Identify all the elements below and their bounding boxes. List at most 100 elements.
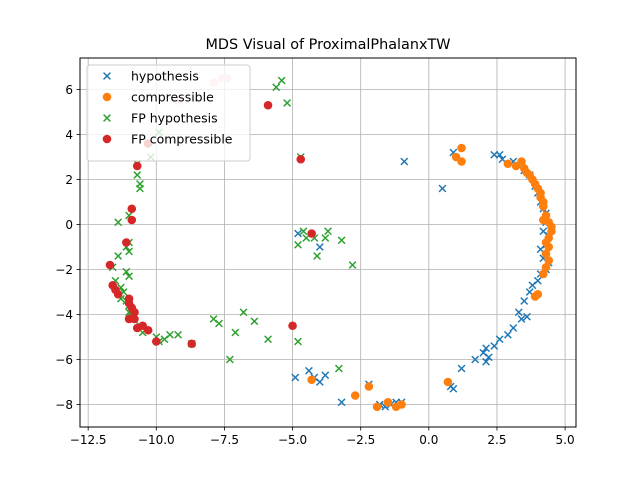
legend-label: compressible xyxy=(131,90,214,105)
fp-hypothesis-point xyxy=(348,261,357,269)
hypothesis-point xyxy=(484,353,493,362)
legend-marker xyxy=(102,92,112,102)
fp-compressible-point xyxy=(143,325,153,335)
fp-compressible-point xyxy=(127,215,137,225)
hypothesis-point xyxy=(482,357,490,366)
compressible-point xyxy=(547,226,556,236)
fp-compressible-point xyxy=(122,238,131,247)
hypothesis-point xyxy=(294,229,302,238)
hypothesis-point xyxy=(337,398,346,407)
hypothesis-point xyxy=(514,308,523,317)
fp-compressible-point xyxy=(130,307,139,317)
legend-marker xyxy=(102,134,112,144)
fp-hypothesis-point xyxy=(122,267,131,276)
legend-label: FP compressible xyxy=(131,132,233,147)
fp-hypothesis-point xyxy=(321,234,330,242)
y-tick-label: −4 xyxy=(55,308,73,322)
fp-compressible-point xyxy=(288,321,297,331)
hypothesis-point xyxy=(471,355,480,364)
compressible-point xyxy=(307,375,316,385)
x-tick-label: 2.5 xyxy=(487,433,506,447)
hypothesis-point xyxy=(509,324,518,332)
y-tick-label: 2 xyxy=(65,173,73,187)
y-tick-label: −6 xyxy=(55,353,73,367)
fp-compressible-point xyxy=(152,337,161,346)
compressible-point xyxy=(538,202,548,211)
fp-hypothesis-point xyxy=(114,252,123,260)
fp-compressible-point xyxy=(130,314,139,324)
hypothesis-point xyxy=(490,342,499,350)
compressible-point xyxy=(443,377,453,387)
x-tick-label: 5.0 xyxy=(556,433,575,447)
compressible-point xyxy=(541,262,551,272)
legend-label: hypothesis xyxy=(131,69,199,84)
fp-hypothesis-point xyxy=(114,218,123,227)
y-tick-label: −2 xyxy=(55,263,73,277)
fp-hypothesis-point xyxy=(324,227,332,236)
fp-hypothesis-point xyxy=(294,240,302,249)
compressible-point xyxy=(372,402,382,412)
chart-title: MDS Visual of ProximalPhalanxTW xyxy=(205,37,450,53)
fp-hypothesis-point xyxy=(136,184,144,193)
x-tick-label: −10.0 xyxy=(138,433,175,447)
fp-hypothesis-point xyxy=(264,335,272,344)
hypothesis-point xyxy=(291,373,300,382)
fp-compressible-point xyxy=(263,100,273,110)
hypothesis-point xyxy=(449,384,458,393)
axis-ticks: −12.5 −10.0 −7.5 −5.0 −2.5 0.0 2.5 5.0 −8 −6 −4 −2 0… xyxy=(55,83,574,447)
fp-hypothesis-point xyxy=(299,227,308,236)
fp-hypothesis-point xyxy=(215,319,223,328)
fp-hypothesis-point xyxy=(313,252,322,260)
fp-hypothesis-point xyxy=(125,247,133,256)
x-tick-label: −7.5 xyxy=(210,433,239,447)
fp-hypothesis-point xyxy=(239,308,248,317)
fp-hypothesis-point xyxy=(294,337,302,346)
compressible-point xyxy=(538,269,548,279)
fp-hypothesis-point xyxy=(277,76,286,85)
compressible-point xyxy=(517,157,526,166)
hypothesis-point xyxy=(517,315,526,323)
x-tick-label: 0.0 xyxy=(419,433,438,447)
fp-hypothesis-point xyxy=(272,83,281,92)
legend: hypothesis compressible FP hypothesis FP co… xyxy=(86,64,251,162)
compressible-point xyxy=(530,292,540,301)
compressible-point xyxy=(350,391,360,400)
fp-hypothesis-point xyxy=(225,355,234,364)
hypothesis-point xyxy=(304,366,313,375)
fp-compressible-point xyxy=(127,204,137,214)
hypothesis-point xyxy=(482,344,490,353)
compressible-point xyxy=(364,382,374,391)
legend-marker xyxy=(103,114,111,122)
fp-hypothesis-point xyxy=(166,330,174,339)
hypothesis-point xyxy=(523,312,531,321)
hypothesis-point xyxy=(503,330,512,339)
fp-compressible-point xyxy=(113,289,123,299)
compressible-point xyxy=(457,143,466,153)
legend-box xyxy=(86,64,251,162)
hypothesis-point xyxy=(438,184,447,193)
compressible-point xyxy=(541,249,551,259)
hypothesis-point xyxy=(400,157,409,166)
plot-frame xyxy=(79,57,577,428)
fp-compressible-point xyxy=(296,154,306,164)
fp-hypothesis-point xyxy=(334,364,343,373)
fp-hypothesis-point xyxy=(231,328,240,337)
fp-compressible-point xyxy=(187,339,197,349)
x-tick-label: −2.5 xyxy=(346,433,375,447)
fp-hypothesis-point xyxy=(337,236,346,245)
x-tick-label: −12.5 xyxy=(70,433,107,447)
hypothesis-point xyxy=(520,297,529,305)
fp-compressible-point xyxy=(105,260,115,270)
legend-marker xyxy=(103,72,111,80)
hypothesis-point xyxy=(457,364,466,373)
compressible-point xyxy=(544,242,554,252)
y-tick-label: 0 xyxy=(65,218,73,232)
data-points xyxy=(105,73,556,412)
fp-hypothesis-point xyxy=(125,272,133,281)
fp-compressible-point xyxy=(132,161,142,171)
y-tick-label: 6 xyxy=(65,83,73,97)
y-tick-label: −8 xyxy=(55,398,73,412)
hypothesis-point xyxy=(495,150,504,159)
fp-hypothesis-point xyxy=(174,330,183,339)
